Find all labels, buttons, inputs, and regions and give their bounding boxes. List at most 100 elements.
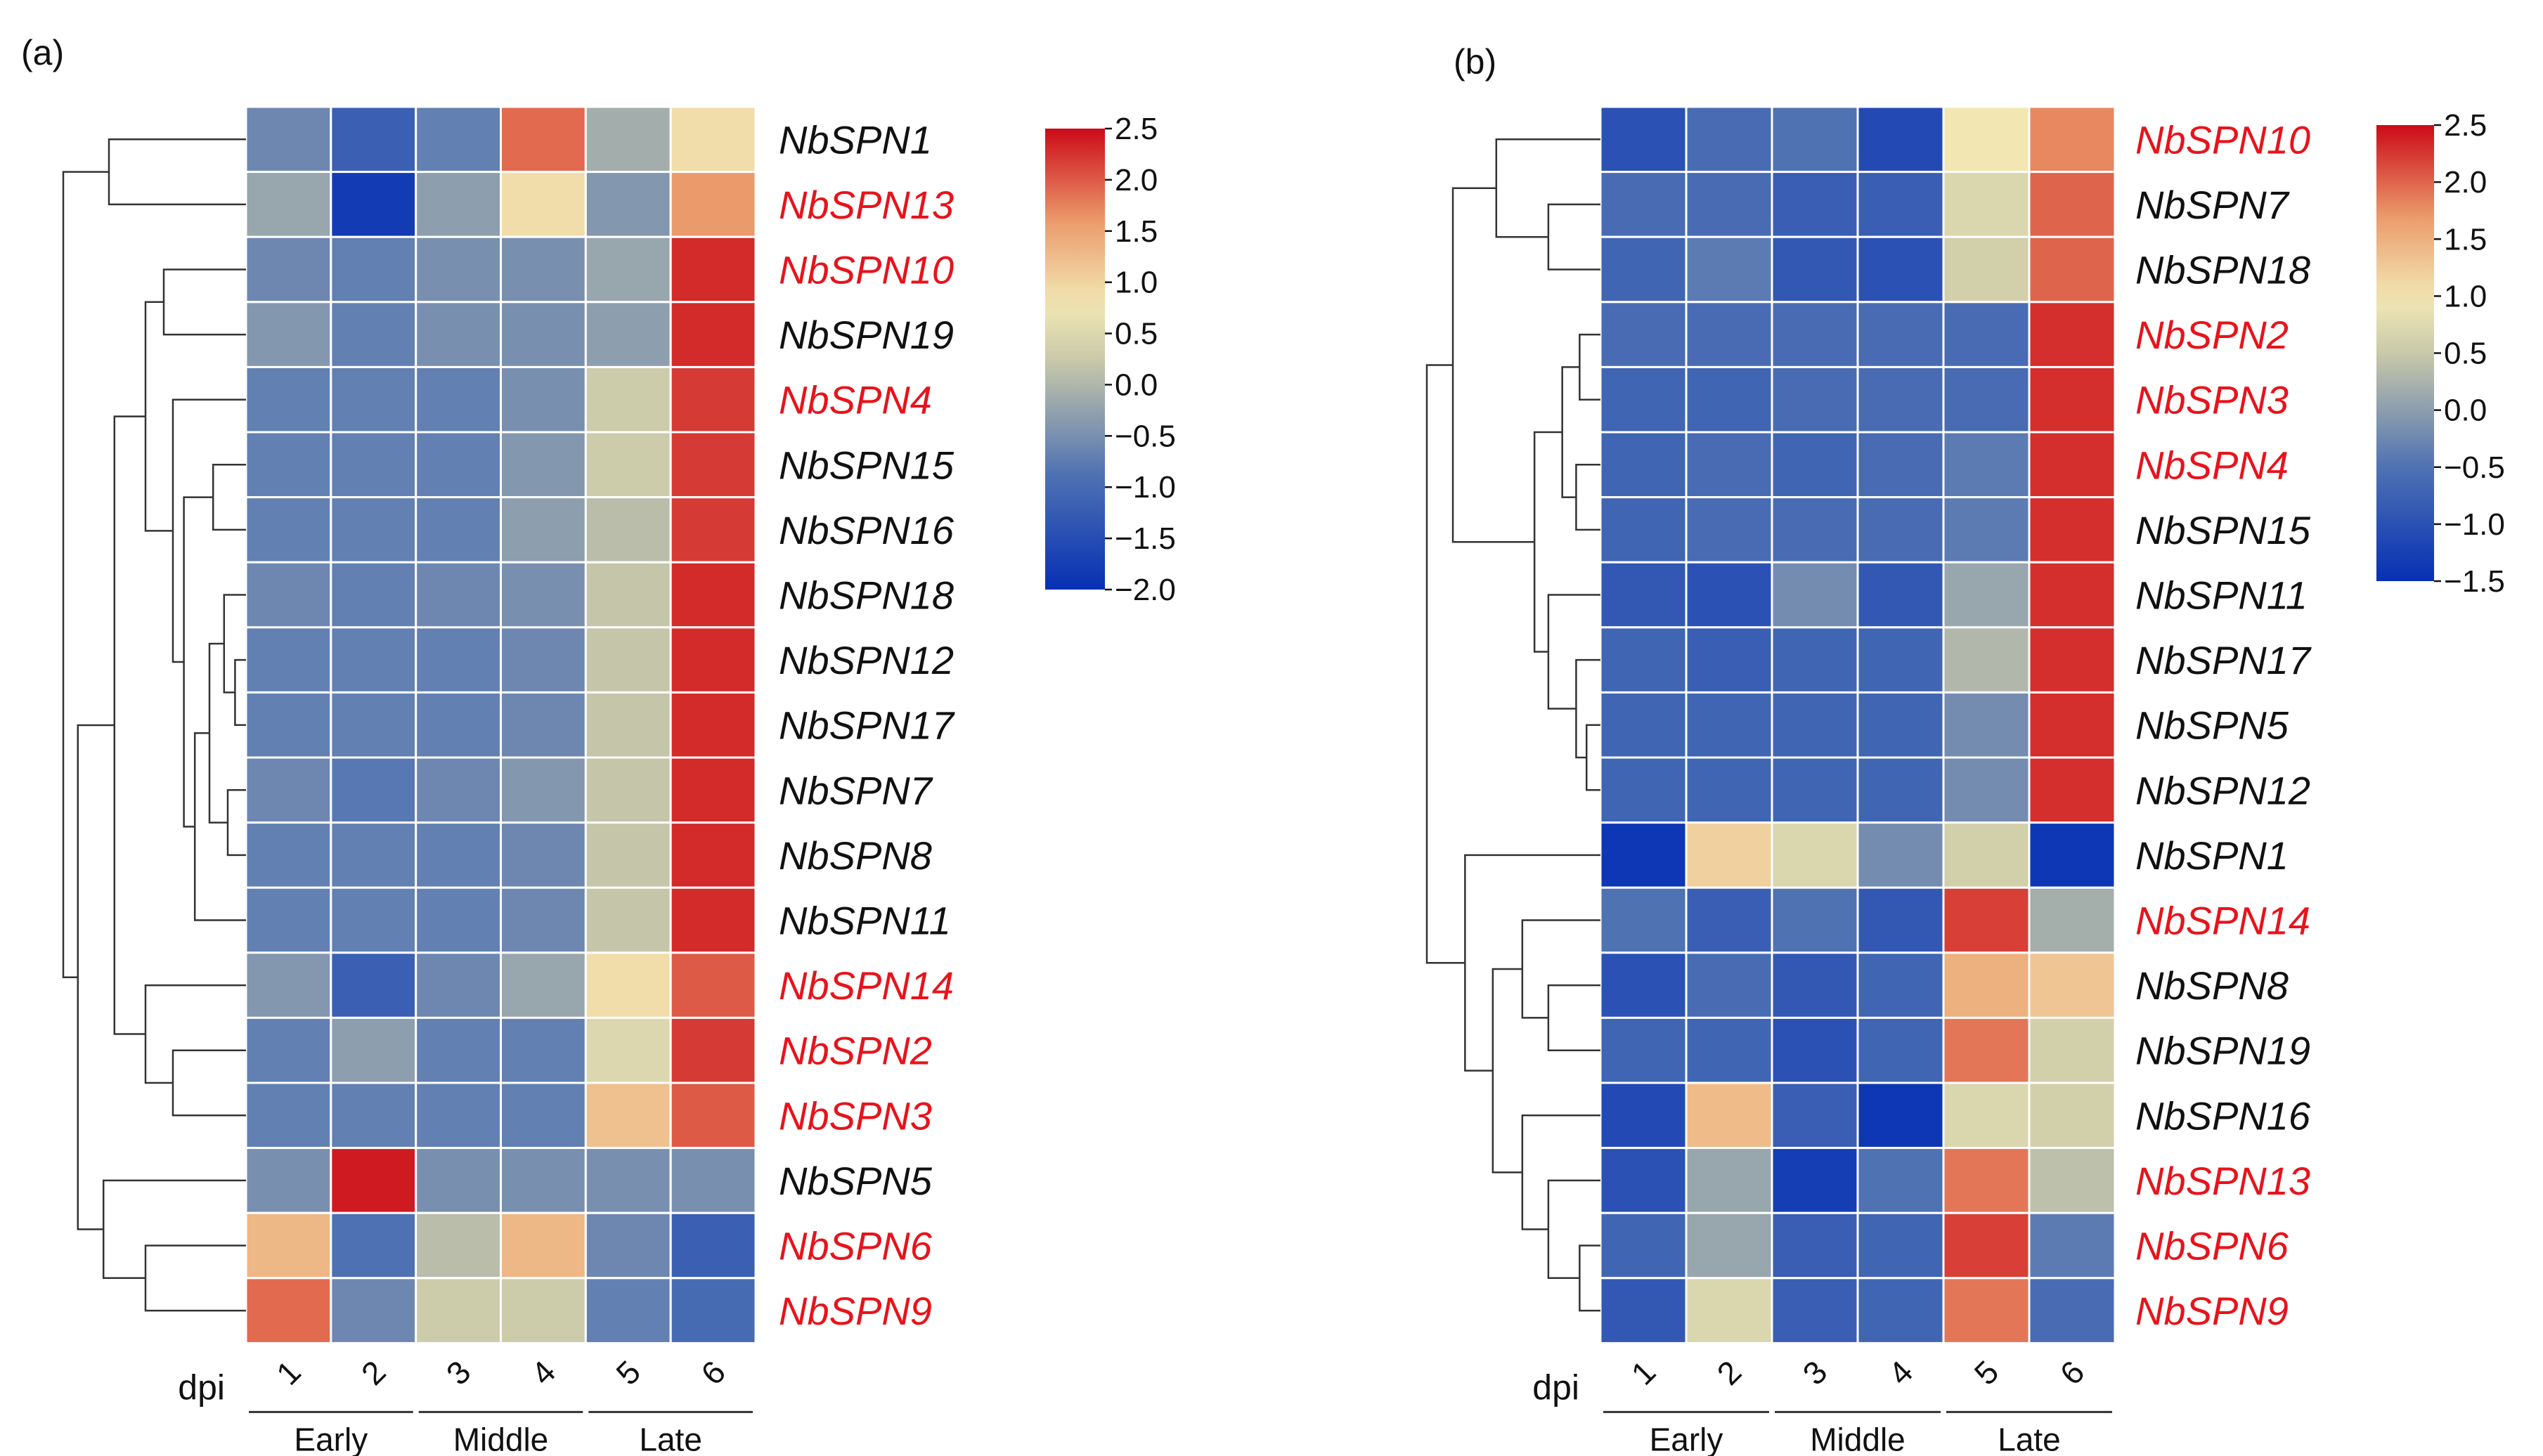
heatmap-cell xyxy=(669,1016,757,1084)
heatmap-cell xyxy=(330,365,418,434)
heatmap-cell xyxy=(2028,105,2116,174)
colorbar-tick-label: −0.5 xyxy=(2444,450,2505,485)
colorbar xyxy=(1045,129,1105,590)
heatmap-cell xyxy=(500,1211,587,1280)
colorbar-tick-label: 2.5 xyxy=(2444,108,2487,143)
panel-label: (a) xyxy=(21,33,64,72)
heatmap-panel-b: (b) NbSPN10 NbSPN7 NbSPN18 NbSPN2 NbSPN3 NbSPN… xyxy=(1425,42,2505,1456)
heatmap-cell xyxy=(245,626,332,694)
heatmap-cell xyxy=(669,561,757,629)
colorbar-tick-label: 2.5 xyxy=(1115,112,1158,146)
heatmap-cell xyxy=(584,1211,672,1280)
heatmap-cell xyxy=(1771,496,1859,564)
heatmap-cell xyxy=(1856,1081,1945,1150)
heatmap-cell xyxy=(1685,886,1773,954)
heatmap-cell xyxy=(1856,951,1945,1019)
heatmap-cell xyxy=(330,626,418,694)
group-label: Late xyxy=(639,1421,702,1456)
heatmap-cell xyxy=(500,821,587,889)
heatmap-cell xyxy=(245,1016,332,1084)
row-label: NbSPN1 xyxy=(2135,833,2289,878)
heatmap-cell xyxy=(500,691,587,759)
heatmap-cell xyxy=(500,105,587,174)
heatmap-cell xyxy=(1599,821,1688,889)
row-label: NbSPN10 xyxy=(779,248,954,292)
heatmap-cell xyxy=(245,821,332,889)
heatmap-cell xyxy=(1599,951,1688,1019)
heatmap-cell xyxy=(2028,691,2116,759)
heatmap-cell xyxy=(245,561,332,629)
heatmap-cell xyxy=(500,365,587,434)
heatmap-cell xyxy=(415,1016,503,1084)
heatmap-cell xyxy=(1685,1277,1773,1344)
heatmap-cell xyxy=(669,496,757,564)
heatmap-cell xyxy=(330,1211,418,1280)
xaxis-label: dpi xyxy=(178,1367,225,1407)
colorbar xyxy=(2376,125,2434,581)
row-label: NbSPN9 xyxy=(2135,1289,2289,1333)
heatmap-cell xyxy=(1599,235,1688,304)
heatmap-cell xyxy=(245,431,332,499)
heatmap-cell xyxy=(245,105,332,174)
heatmap-cell xyxy=(1771,691,1859,759)
heatmap-cell xyxy=(2028,1081,2116,1150)
heatmap-cell xyxy=(500,561,587,629)
heatmap-cell xyxy=(1685,561,1773,629)
heatmap-cell xyxy=(2028,496,2116,564)
heatmap-cell xyxy=(1599,691,1688,759)
heatmap-cell xyxy=(500,1277,587,1344)
heatmap-cell xyxy=(1685,951,1773,1019)
heatmap-cell xyxy=(415,886,503,954)
row-label: NbSPN18 xyxy=(2135,248,2310,292)
heatmap-cell xyxy=(669,1147,757,1214)
heatmap-cell xyxy=(415,756,503,824)
heatmap-cell xyxy=(1942,105,2031,174)
heatmap-cell xyxy=(1942,626,2031,694)
heatmap-cell xyxy=(1771,105,1859,174)
heatmap-cell xyxy=(1599,1081,1688,1150)
heatmap-cell xyxy=(2028,1016,2116,1084)
heatmap-cell xyxy=(330,235,418,304)
heatmap-cell xyxy=(1599,1277,1688,1344)
heatmap-cell xyxy=(330,105,418,174)
heatmap-cell xyxy=(1942,821,2031,889)
row-label: NbSPN6 xyxy=(2135,1224,2289,1268)
heatmap-cell xyxy=(1599,105,1688,174)
heatmap-cell xyxy=(415,821,503,889)
heatmap-cell xyxy=(584,431,672,499)
heatmap-cell xyxy=(2028,821,2116,889)
colorbar-tick-label: 1.0 xyxy=(1115,266,1158,300)
heatmap-cell xyxy=(1599,431,1688,499)
row-label: NbSPN16 xyxy=(779,508,955,552)
heatmap-cell xyxy=(415,496,503,564)
row-label: NbSPN13 xyxy=(779,183,954,227)
row-label: NbSPN15 xyxy=(779,443,955,487)
row-label: NbSPN14 xyxy=(2135,899,2310,943)
heatmap-cell xyxy=(1685,1147,1773,1214)
row-label: NbSPN8 xyxy=(779,833,932,878)
heatmap-cell xyxy=(1942,235,2031,304)
heatmap-cell xyxy=(2028,886,2116,954)
heatmap-cell xyxy=(1771,821,1859,889)
heatmap-cell xyxy=(1685,365,1773,434)
heatmap-cell xyxy=(1856,365,1945,434)
heatmap-cell xyxy=(1599,1016,1688,1084)
group-label: Middle xyxy=(453,1421,549,1456)
heatmap-cell xyxy=(1942,951,2031,1019)
heatmap-cell xyxy=(1685,1211,1773,1280)
heatmap-cell xyxy=(584,821,672,889)
heatmap-cell xyxy=(415,626,503,694)
heatmap-cell xyxy=(1856,691,1945,759)
colorbar-tick-label: −0.5 xyxy=(1115,419,1176,453)
row-label: NbSPN5 xyxy=(779,1159,933,1203)
heatmap-cell xyxy=(584,105,672,174)
colorbar-tick-label: −1.0 xyxy=(1115,470,1176,505)
heatmap-cell xyxy=(1942,171,2031,238)
heatmap-cell xyxy=(415,171,503,238)
heatmap-cell xyxy=(1942,561,2031,629)
row-label: NbSPN14 xyxy=(779,963,954,1008)
row-label: NbSPN2 xyxy=(2135,313,2289,357)
heatmap-cell xyxy=(500,951,587,1019)
row-label: NbSPN17 xyxy=(779,703,955,748)
